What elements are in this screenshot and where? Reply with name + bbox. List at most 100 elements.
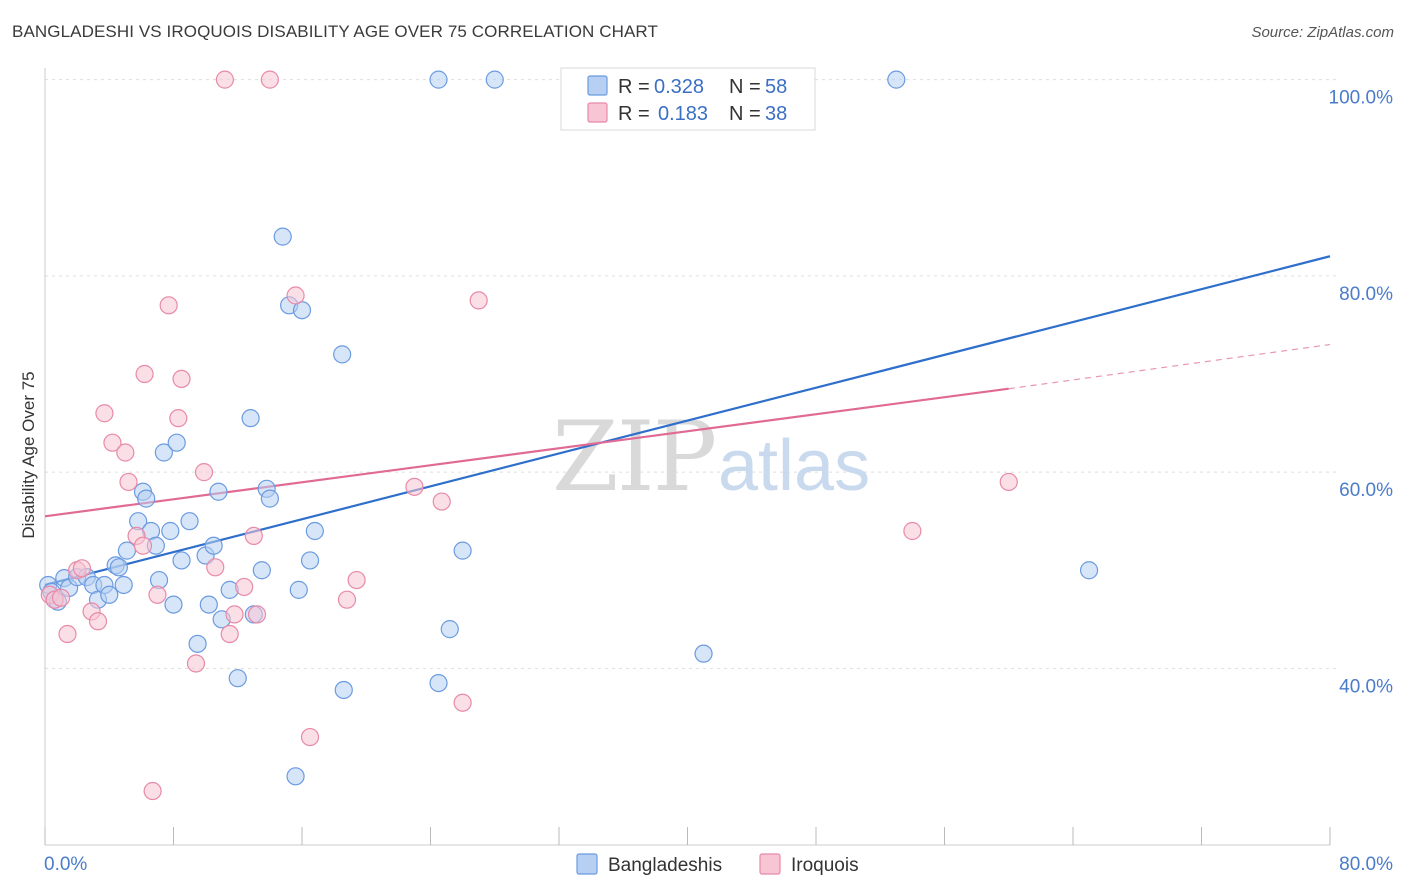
watermark-zip: ZIP: [552, 401, 715, 513]
point-iroquois-28: [247, 605, 267, 624]
chart-title: BANGLADESHI VS IROQUOIS DISABILITY AGE O…: [12, 22, 658, 41]
legend-n-label-iroquois: N =: [729, 103, 761, 125]
point-bangladeshis-56: [887, 70, 906, 89]
point-iroquois-18: [169, 409, 188, 428]
point-iroquois-7: [88, 612, 108, 631]
point-bangladeshis-43: [286, 767, 305, 786]
point-iroquois-34: [405, 477, 424, 496]
point-bangladeshis-24: [164, 595, 183, 614]
point-bangladeshis-11: [100, 585, 119, 604]
point-bangladeshis-49: [334, 680, 353, 700]
point-iroquois-23: [215, 70, 234, 89]
point-iroquois-11: [119, 472, 138, 492]
point-bangladeshis-50: [429, 70, 448, 89]
point-iroquois-35: [432, 492, 451, 511]
point-iroquois-31: [300, 727, 320, 747]
point-iroquois-30: [286, 286, 305, 305]
axes: [44, 68, 1331, 846]
bottom-legend-label-bangladeshis: Bangladeshis: [608, 855, 722, 876]
point-bangladeshis-15: [117, 541, 137, 560]
trend-line-extension-iroquois: [1008, 343, 1331, 390]
y-tick-label-80: 80.0%: [1339, 284, 1393, 305]
point-bangladeshis-23: [161, 521, 180, 541]
point-bangladeshis-14: [114, 575, 133, 595]
point-bangladeshis-36: [241, 409, 260, 428]
point-iroquois-32: [337, 590, 357, 609]
point-iroquois-17: [159, 296, 178, 315]
source-credit: Source: ZipAtlas.com: [1251, 24, 1394, 41]
point-iroquois-13: [133, 536, 153, 555]
y-tick-label-60: 60.0%: [1339, 480, 1393, 501]
point-bangladeshis-52: [440, 620, 459, 639]
point-iroquois-14: [135, 364, 154, 384]
point-bangladeshis-31: [204, 536, 223, 555]
point-iroquois-19: [172, 369, 191, 389]
x-tick-label-80: 80.0%: [1339, 854, 1393, 875]
legend-swatch-bangladeshis: [587, 75, 608, 96]
point-iroquois-10: [116, 443, 135, 462]
point-iroquois-26: [235, 577, 254, 597]
point-bangladeshis-30: [199, 595, 218, 614]
point-iroquois-39: [999, 472, 1018, 492]
trend-line-iroquois: [44, 387, 1009, 518]
point-iroquois-38: [903, 521, 922, 541]
legend-r-value-bangladeshis: 0.328: [654, 76, 704, 98]
point-bangladeshis-53: [453, 541, 472, 560]
point-iroquois-37: [469, 291, 488, 310]
point-bangladeshis-32: [209, 482, 228, 501]
point-bangladeshis-47: [305, 521, 324, 541]
point-iroquois-29: [260, 70, 279, 89]
point-bangladeshis-48: [333, 345, 352, 364]
legend-n-value-bangladeshis: 58: [765, 76, 787, 98]
point-bangladeshis-51: [429, 673, 448, 693]
point-iroquois-27: [244, 526, 263, 546]
bottom-legend-swatch-bangladeshis: [576, 853, 598, 875]
data-points: [39, 70, 1099, 801]
point-iroquois-5: [72, 559, 92, 578]
point-iroquois-2: [51, 588, 71, 607]
y-axis-tick-labels: 100.0% 80.0% 60.0% 40.0%: [1329, 88, 1394, 698]
point-bangladeshis-55: [694, 644, 713, 663]
point-iroquois-16: [148, 585, 167, 604]
legend-n-value-iroquois: 38: [765, 103, 787, 125]
series-legend: Bangladeshis Iroquois: [576, 853, 859, 876]
point-bangladeshis-46: [300, 551, 320, 570]
y-tick-label-100: 100.0%: [1329, 88, 1394, 109]
y-axis-title: Disability Age Over 75: [19, 371, 38, 538]
legend-n-label-bangladeshis: N =: [729, 76, 761, 98]
legend-r-label-iroquois: R =: [618, 103, 650, 125]
point-bangladeshis-38: [252, 561, 271, 580]
point-bangladeshis-13: [109, 558, 128, 577]
point-bangladeshis-57: [1079, 561, 1099, 580]
y-tick-label-40: 40.0%: [1339, 676, 1393, 697]
point-iroquois-24: [220, 624, 239, 644]
watermark: ZIP atlas: [552, 401, 870, 513]
point-bangladeshis-44: [289, 580, 308, 599]
point-iroquois-22: [206, 558, 225, 577]
x-axis-tick-labels: 0.0% 80.0%: [44, 854, 1393, 875]
point-iroquois-3: [58, 624, 77, 644]
point-iroquois-20: [186, 654, 206, 673]
gridlines: [45, 79, 1340, 669]
point-bangladeshis-28: [188, 634, 207, 653]
point-iroquois-21: [194, 463, 214, 482]
point-iroquois-9: [103, 433, 122, 452]
legend-swatch-iroquois: [587, 102, 608, 123]
watermark-atlas: atlas: [718, 426, 870, 506]
legend-r-value-iroquois: 0.183: [658, 103, 708, 125]
point-iroquois-25: [225, 605, 244, 624]
point-bangladeshis-27: [180, 512, 199, 531]
point-bangladeshis-22: [154, 443, 173, 462]
correlation-legend: R = 0.328 N = 58 R = 0.183 N = 38: [560, 67, 816, 131]
point-iroquois-15: [143, 781, 162, 801]
point-iroquois-33: [347, 570, 366, 590]
point-bangladeshis-26: [172, 551, 191, 570]
bottom-legend-label-iroquois: Iroquois: [791, 855, 859, 876]
point-bangladeshis-35: [228, 669, 247, 688]
point-bangladeshis-40: [260, 489, 279, 508]
point-bangladeshis-54: [485, 70, 504, 89]
trend-line-bangladeshis: [44, 255, 1331, 587]
bottom-legend-swatch-iroquois: [759, 853, 781, 875]
point-bangladeshis-41: [273, 227, 292, 246]
